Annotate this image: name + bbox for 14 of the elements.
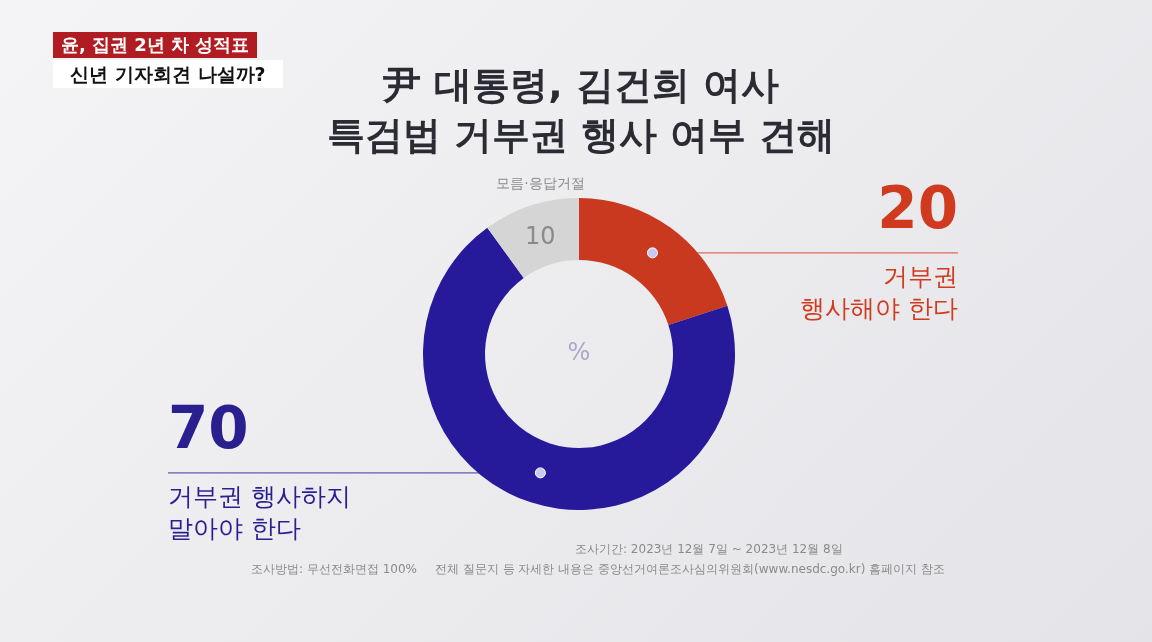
text: 조사기간: 2023년 12월 7일 ~ 2023년 12월 8일 — [575, 541, 843, 558]
text: 신년 기자회견 나설까? — [53, 60, 283, 88]
text: 조사방법: 무선전화면접 100% — [251, 561, 417, 578]
text: % — [566, 338, 592, 366]
text: 전체 질문지 등 자세한 내용은 중앙선거여론조사심의위원회(www.nesdc.go.kr) 홈페이지 참조 — [435, 561, 945, 578]
slice-label: 거부권 행사하지 말아야 한다 — [168, 480, 352, 545]
donut-slice — [487, 198, 579, 278]
slice-label: 거부권 행사해야 한다 — [799, 260, 958, 325]
data-label: 70 — [168, 393, 249, 462]
slice-label: 모름·응답거절 — [496, 175, 585, 191]
chart-title: 尹 대통령, 김건희 여사 특검법 거부권 행사 여부 견해 — [325, 62, 837, 159]
data-label: 20 — [877, 173, 958, 242]
text: 윤, 집권 2년 차 성적표 — [53, 32, 258, 58]
data-label: 10 — [525, 222, 556, 251]
